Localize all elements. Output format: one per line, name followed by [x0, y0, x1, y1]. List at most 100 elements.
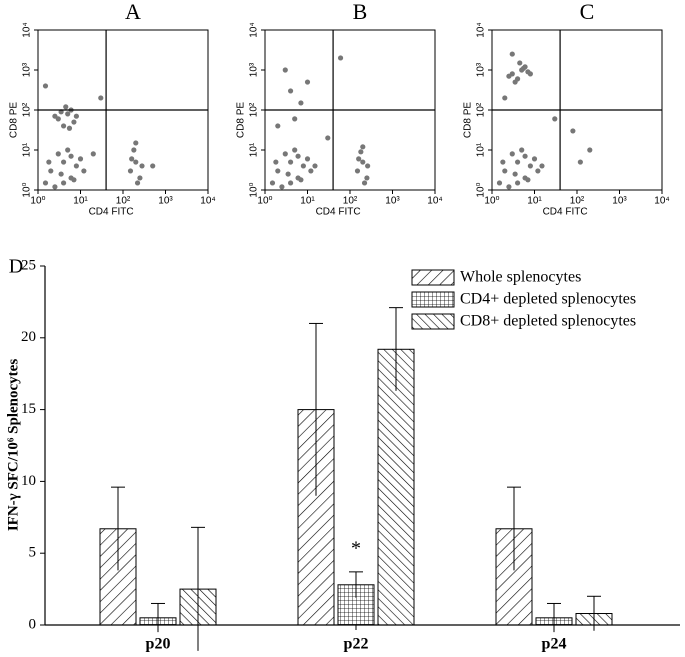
x-tick-label: 10⁴	[200, 196, 215, 207]
cell-point	[65, 111, 71, 117]
x-tick-label: 10³	[612, 196, 627, 207]
cell-point	[356, 156, 362, 162]
cell-point	[42, 83, 49, 89]
y-tick-label: 10³	[476, 62, 487, 77]
legend-label: CD8+ depleted splenocytes	[460, 313, 636, 330]
cell-point	[287, 88, 294, 94]
cell-point	[287, 180, 294, 186]
cell-point	[150, 163, 156, 169]
cell-point	[517, 60, 523, 66]
cell-point	[527, 71, 533, 77]
cell-point	[539, 163, 545, 169]
cell-point	[282, 67, 288, 73]
cell-point	[552, 116, 558, 122]
cell-point	[71, 177, 77, 183]
x-tick-label: 10²	[570, 196, 585, 207]
x-tick-label: 10⁰	[257, 196, 272, 207]
bar	[337, 584, 375, 626]
x-tick-label: 10¹	[527, 196, 542, 207]
y-tick-label: 10²	[22, 102, 33, 117]
cell-point	[519, 147, 525, 153]
cell-point	[282, 151, 288, 157]
cell-point	[48, 168, 54, 174]
cell-point	[360, 159, 366, 165]
cell-point	[98, 95, 104, 101]
cell-point	[514, 180, 521, 186]
cell-point	[73, 163, 79, 169]
cell-point	[514, 159, 521, 165]
y-tick-label: 25	[21, 257, 36, 273]
y-tick-label: 10²	[476, 102, 487, 117]
cell-point	[496, 180, 503, 186]
y-tick-label: 10⁴	[476, 22, 487, 37]
cell-point	[295, 153, 301, 159]
cell-point	[60, 159, 67, 165]
cell-point	[133, 159, 139, 165]
cell-point	[304, 79, 311, 85]
cell-point	[66, 125, 73, 131]
cell-point	[527, 163, 533, 169]
cell-point	[60, 123, 67, 129]
x-tick-label: 10¹	[73, 196, 88, 207]
legend-label: Whole splenocytes	[460, 269, 581, 286]
cell-point	[287, 159, 294, 165]
cell-point	[360, 144, 366, 150]
x-tick-label: p24	[542, 636, 567, 653]
x-tick-label: 10⁰	[484, 196, 499, 207]
cell-point	[275, 123, 281, 129]
panel-label: A	[125, 0, 141, 24]
y-tick-label: 10⁰	[249, 182, 260, 197]
cell-point	[77, 156, 84, 162]
y-tick-label: 10¹	[22, 142, 33, 157]
cell-point	[73, 113, 79, 119]
cell-point	[502, 95, 508, 101]
y-axis-label: CD8 PE	[9, 102, 20, 138]
cell-point	[512, 171, 518, 177]
y-tick-label: 10⁴	[22, 22, 33, 37]
cell-point	[587, 147, 593, 153]
cell-point	[298, 100, 304, 106]
cell-point	[52, 113, 58, 119]
y-axis-label: CD8 PE	[236, 102, 247, 138]
x-tick-label: 10⁴	[654, 196, 669, 207]
y-tick-label: 10⁰	[22, 182, 33, 197]
y-axis-label: IFN-γ SFC/10⁶ Splenocytes	[5, 359, 21, 532]
x-axis-label: CD4 FITC	[316, 207, 361, 218]
cell-point	[520, 65, 527, 71]
cell-point	[502, 168, 508, 174]
x-tick-label: 10²	[116, 196, 131, 207]
cell-point	[134, 180, 141, 186]
cell-point	[68, 153, 74, 159]
y-tick-label: 15	[21, 401, 36, 417]
y-tick-label: 5	[29, 545, 37, 561]
cell-point	[55, 151, 61, 157]
cell-point	[325, 135, 331, 141]
x-tick-label: p20	[146, 636, 171, 653]
cell-point	[525, 177, 531, 183]
x-tick-label: 10³	[385, 196, 400, 207]
cell-point	[139, 163, 145, 169]
x-axis-label: CD4 FITC	[89, 207, 134, 218]
cell-point	[522, 153, 528, 159]
x-tick-label: 10⁴	[427, 196, 442, 207]
x-tick-label: 10¹	[300, 196, 315, 207]
cell-point	[577, 159, 583, 165]
cell-point	[137, 175, 143, 181]
y-tick-label: 10²	[249, 102, 260, 117]
cell-point	[298, 177, 304, 183]
cell-point	[131, 147, 137, 153]
cell-point	[304, 156, 311, 162]
cell-point	[506, 184, 512, 190]
cell-point	[273, 159, 279, 165]
legend-swatch	[411, 313, 455, 330]
cell-point	[133, 140, 139, 146]
cell-point	[364, 175, 370, 181]
cell-point	[509, 51, 515, 57]
cell-point	[354, 168, 361, 174]
cell-point	[531, 156, 538, 162]
y-tick-label: 10³	[22, 62, 33, 77]
cell-point	[269, 180, 276, 186]
cell-point	[42, 180, 49, 186]
cell-point	[509, 151, 515, 157]
